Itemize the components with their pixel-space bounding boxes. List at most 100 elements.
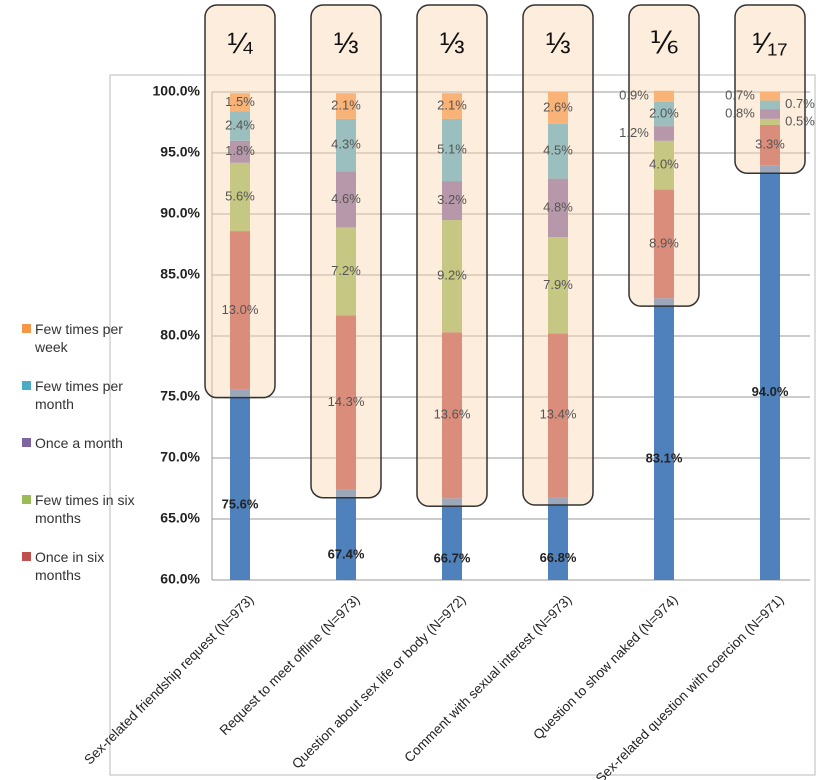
fraction-annotation: ⅙ (649, 27, 678, 60)
value-label: 9.2% (437, 268, 467, 283)
x-tick-label: Sex-related friendship request (N=973) (81, 592, 256, 767)
x-tick-label: Question about sex life or body (N=972) (289, 592, 469, 772)
value-label: 0.5% (785, 113, 815, 128)
highlight-box (628, 4, 700, 307)
value-label: 13.4% (540, 407, 577, 422)
bar-segment (548, 237, 568, 334)
highlight-box (416, 4, 488, 508)
fraction-annotation: ¹⁄₁₇ (752, 27, 787, 60)
value-label: 8.9% (649, 235, 679, 250)
highlight-box (204, 4, 276, 399)
bar-segment (760, 100, 780, 110)
bar-segment (654, 140, 674, 190)
value-label: 75.6% (222, 496, 259, 511)
legend-label: Few times in six months (35, 492, 135, 526)
bar-segment (548, 92, 568, 124)
value-label: 0.7% (785, 96, 815, 111)
x-tick-label: Sex-related question with coercion (N=97… (593, 592, 787, 780)
legend-entry: Once a month (22, 434, 135, 452)
fraction-annotation: ⅓ (439, 27, 464, 60)
y-tick-label: 75.0% (160, 388, 200, 404)
legend-swatch (22, 381, 31, 390)
y-tick-label: 100.0% (153, 83, 201, 99)
fraction-annotation: ⅓ (545, 27, 570, 60)
bar-segment (760, 124, 780, 166)
value-label: 1.8% (225, 143, 255, 158)
bar-segment (654, 90, 674, 102)
bar-segment (336, 227, 356, 316)
value-label: 1.2% (619, 125, 649, 140)
value-label: 66.8% (540, 550, 577, 565)
bar-segment (336, 171, 356, 228)
bar-segment (760, 92, 780, 101)
value-label: 2.1% (331, 97, 361, 112)
legend-entry: Once in six months (22, 548, 135, 584)
bar-segment (230, 93, 250, 112)
bar-segment (760, 109, 780, 119)
value-label: 2.6% (543, 99, 573, 114)
value-label: 0.8% (725, 105, 755, 120)
bar-segment (654, 298, 674, 580)
bar-segment (442, 332, 462, 499)
value-label: 7.9% (543, 277, 573, 292)
value-label: 2.1% (437, 97, 467, 112)
bar-segment (230, 389, 250, 580)
bar-segment (548, 178, 568, 238)
bar-segment (548, 123, 568, 179)
value-label: 5.1% (437, 141, 467, 156)
bar-segment (654, 101, 674, 127)
value-label: 13.0% (222, 302, 259, 317)
value-label: 5.6% (225, 188, 255, 203)
legend-swatch (22, 495, 31, 504)
legend-label: Few times per week (35, 321, 123, 355)
chart-frame (109, 74, 816, 776)
bar-segment (548, 333, 568, 498)
bar-segment (336, 93, 356, 119)
value-label: 3.3% (755, 137, 785, 152)
value-label: 4.0% (649, 157, 679, 172)
bar-segment (760, 165, 780, 580)
bar-segment (442, 498, 462, 580)
value-label: 13.6% (434, 407, 471, 422)
bar-segment (336, 118, 356, 172)
bar-segment (654, 189, 674, 299)
fraction-annotation: ⅓ (333, 27, 358, 60)
y-tick-label: 90.0% (160, 205, 200, 221)
bar-segment (654, 126, 674, 141)
legend-swatch (22, 438, 31, 447)
bar-segment (336, 315, 356, 490)
y-tick-label: 65.0% (160, 510, 200, 526)
legend-entry: Few times in six months (22, 491, 135, 527)
value-label: 67.4% (328, 546, 365, 561)
fraction-annotation: ¼ (227, 27, 253, 60)
bar-segment (760, 118, 780, 125)
value-label: 0.9% (619, 88, 649, 103)
value-label: 2.0% (649, 105, 679, 120)
y-tick-label: 80.0% (160, 327, 200, 343)
value-label: 3.2% (437, 192, 467, 207)
bar-segment (442, 93, 462, 119)
value-label: 14.3% (328, 394, 365, 409)
legend-swatch (22, 324, 31, 333)
value-label: 83.1% (646, 451, 683, 466)
bar-segment (230, 231, 250, 390)
bar-segment (442, 181, 462, 221)
y-tick-label: 85.0% (160, 266, 200, 282)
legend-swatch (22, 552, 31, 561)
bar-segment (336, 489, 356, 580)
y-tick-label: 95.0% (160, 144, 200, 160)
value-label: 7.2% (331, 263, 361, 278)
legend-label: Once a month (35, 435, 123, 451)
x-tick-label: Comment with sexual interest (N=973) (401, 592, 574, 765)
highlight-box (310, 4, 382, 499)
value-label: 94.0% (752, 384, 789, 399)
highlight-box (734, 4, 806, 174)
legend-entry: Few times per month (22, 377, 135, 413)
bar-segment (548, 497, 568, 580)
value-label: 1.5% (225, 94, 255, 109)
bar-segment (442, 118, 462, 182)
value-label: 0.7% (725, 88, 755, 103)
legend-label: Few times per month (35, 378, 123, 412)
value-label: 66.7% (434, 551, 471, 566)
